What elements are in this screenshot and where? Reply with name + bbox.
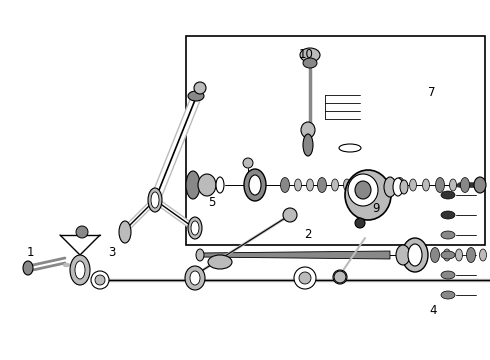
Ellipse shape	[369, 179, 376, 191]
Ellipse shape	[456, 249, 463, 261]
Text: 5: 5	[208, 195, 216, 208]
Ellipse shape	[343, 179, 350, 191]
Ellipse shape	[91, 271, 109, 289]
Ellipse shape	[333, 270, 347, 284]
Ellipse shape	[441, 211, 455, 219]
Ellipse shape	[283, 208, 297, 222]
Ellipse shape	[151, 192, 159, 208]
Ellipse shape	[307, 179, 314, 191]
Ellipse shape	[441, 191, 455, 199]
Ellipse shape	[303, 134, 313, 156]
Ellipse shape	[400, 180, 408, 194]
Ellipse shape	[461, 177, 469, 193]
Ellipse shape	[95, 275, 105, 285]
Ellipse shape	[303, 58, 317, 68]
Text: 7: 7	[428, 85, 436, 99]
Ellipse shape	[294, 267, 316, 289]
Ellipse shape	[441, 271, 455, 279]
Ellipse shape	[474, 177, 486, 193]
Ellipse shape	[185, 266, 205, 290]
Ellipse shape	[441, 291, 455, 299]
Ellipse shape	[244, 169, 266, 201]
Ellipse shape	[441, 251, 455, 259]
Ellipse shape	[294, 179, 301, 191]
Ellipse shape	[384, 179, 391, 191]
Ellipse shape	[280, 177, 290, 193]
Text: 1: 1	[26, 246, 34, 258]
Ellipse shape	[410, 179, 416, 191]
Ellipse shape	[466, 248, 475, 262]
Ellipse shape	[186, 171, 200, 199]
Ellipse shape	[208, 255, 232, 269]
Ellipse shape	[384, 177, 396, 197]
Ellipse shape	[396, 245, 410, 265]
Ellipse shape	[196, 249, 204, 261]
Ellipse shape	[249, 175, 261, 195]
Ellipse shape	[356, 177, 365, 193]
Ellipse shape	[190, 271, 200, 285]
Text: 3: 3	[108, 246, 116, 258]
Text: 9: 9	[372, 202, 380, 215]
Ellipse shape	[119, 221, 131, 243]
Ellipse shape	[348, 174, 378, 206]
Ellipse shape	[75, 261, 85, 279]
Ellipse shape	[436, 177, 444, 193]
Ellipse shape	[334, 271, 346, 283]
Ellipse shape	[332, 179, 339, 191]
Ellipse shape	[76, 226, 88, 238]
Ellipse shape	[480, 249, 487, 261]
Ellipse shape	[301, 122, 315, 138]
Ellipse shape	[431, 248, 440, 262]
Ellipse shape	[393, 178, 403, 196]
Ellipse shape	[395, 177, 405, 193]
Ellipse shape	[188, 91, 204, 101]
Text: 10: 10	[299, 48, 314, 61]
Ellipse shape	[339, 144, 361, 152]
Ellipse shape	[402, 238, 428, 272]
Ellipse shape	[318, 177, 326, 193]
Ellipse shape	[216, 177, 224, 193]
Ellipse shape	[243, 158, 253, 168]
Ellipse shape	[188, 217, 202, 239]
Ellipse shape	[299, 272, 311, 284]
Ellipse shape	[355, 181, 371, 199]
Bar	[186, 36, 485, 245]
Ellipse shape	[441, 231, 455, 239]
Ellipse shape	[194, 82, 206, 94]
Ellipse shape	[198, 174, 216, 196]
Ellipse shape	[70, 255, 90, 285]
Ellipse shape	[408, 244, 422, 266]
Ellipse shape	[345, 170, 391, 220]
Ellipse shape	[191, 221, 199, 235]
Ellipse shape	[443, 249, 450, 261]
Text: 2: 2	[304, 229, 312, 242]
Ellipse shape	[148, 188, 162, 212]
Ellipse shape	[355, 218, 365, 228]
Ellipse shape	[449, 179, 457, 191]
Polygon shape	[200, 251, 390, 259]
Ellipse shape	[23, 261, 33, 275]
Ellipse shape	[422, 179, 430, 191]
Text: 4: 4	[429, 303, 437, 316]
Ellipse shape	[300, 48, 320, 62]
